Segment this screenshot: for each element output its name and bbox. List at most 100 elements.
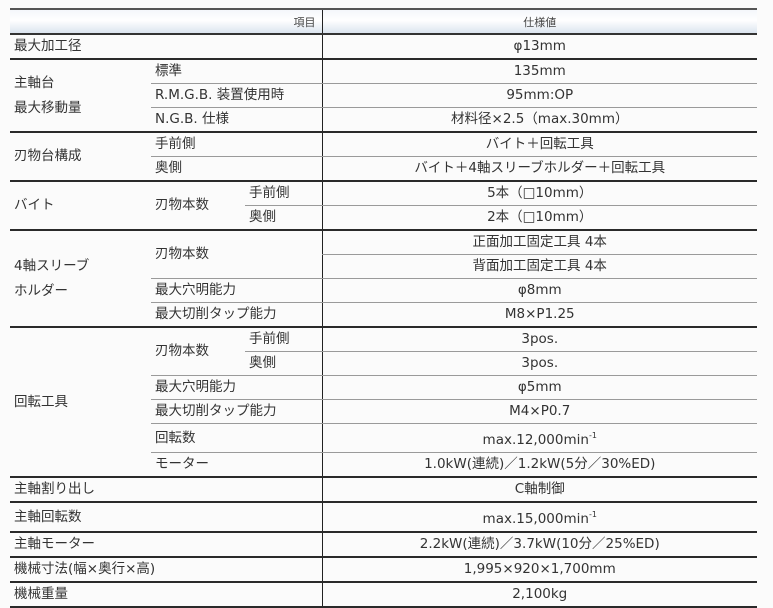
- spec-value: 2.2kW(連続)／3.7kW(10分／25%ED): [321, 532, 757, 558]
- table-row: 主軸割り出し C軸制御: [10, 477, 757, 503]
- group-label: 機械寸法(幅×奥行×高): [10, 557, 322, 583]
- label-text: 奥側: [155, 160, 182, 176]
- table-row: 主軸回転数 max.15,000min-1: [10, 502, 757, 533]
- spec-value: max.12,000min-1: [321, 423, 757, 453]
- table-row: 4軸スリーブ ホルダー 刃物本数 正面加工固定工具 4本: [10, 230, 757, 328]
- spec-value: 2本（□10mm）: [321, 205, 757, 231]
- superscript: -1: [588, 510, 597, 519]
- label-text: 手前側: [155, 136, 196, 152]
- spec-value: M4×P0.7: [321, 399, 757, 424]
- spec-value: 2,100kg: [321, 582, 757, 608]
- value-text: φ5mm: [517, 379, 562, 395]
- table-row: 刃物台構成 手前側 バイト＋回転工具: [10, 132, 757, 182]
- spec-value: 正面加工固定工具 4本: [321, 230, 757, 255]
- value-text: 2,100kg: [512, 586, 568, 602]
- sub-sub-label: 奥側: [245, 205, 322, 231]
- label-text: R.M.G.B. 装置使用時: [155, 87, 285, 103]
- sub-label: 刃物本数: [151, 230, 322, 279]
- label-text: バイト: [14, 197, 55, 213]
- table-row: N.G.B. 仕様 材料径×2.5（max.30mm）: [10, 107, 757, 133]
- spec-value: バイト＋4軸スリーブホルダー＋回転工具: [321, 156, 757, 182]
- value-text: M8×P1.25: [504, 306, 575, 322]
- header-row: 項目 仕様値: [10, 8, 757, 35]
- value-text: 材料径×2.5（max.30mm）: [451, 111, 629, 127]
- table-row: 回転数 max.12,000min-1: [10, 423, 757, 453]
- label-text: 最大切削タップ能力: [155, 306, 277, 322]
- sub-label: 刃物本数: [151, 181, 245, 231]
- superscript: -1: [588, 431, 597, 440]
- value-text: バイト＋4軸スリーブホルダー＋回転工具: [414, 160, 666, 176]
- sub-label: 手前側: [151, 132, 322, 157]
- value-text: φ13mm: [513, 38, 566, 54]
- table-row: 背面加工固定工具 4本: [10, 254, 757, 279]
- group-label: 最大加工径: [10, 34, 322, 60]
- spec-table: 項目 仕様値 最大加工径 φ13mm 主軸台 最大移動量 標準 135mm R.M.G.B…: [10, 8, 757, 608]
- table-row: 主軸台 最大移動量 標準 135mm: [10, 59, 757, 133]
- sub-label: 最大穴明能力: [151, 375, 322, 400]
- table-row: 機械寸法(幅×奥行×高) 1,995×920×1,700mm: [10, 557, 757, 583]
- value-text: 135mm: [513, 63, 566, 79]
- spec-value: M8×P1.25: [321, 302, 757, 328]
- group-label: 刃物台構成: [10, 132, 151, 182]
- label-text: 機械重量: [14, 586, 68, 602]
- spec-value: 3pos.: [321, 327, 757, 352]
- sub-label: 最大穴明能力: [151, 278, 322, 303]
- spec-value: φ5mm: [321, 375, 757, 400]
- label-text: 機械寸法(幅×奥行×高): [14, 561, 156, 577]
- group-label: バイト: [10, 181, 151, 231]
- label-text: 手前側: [249, 331, 290, 347]
- value-text: 3pos.: [521, 355, 559, 371]
- table-row: モーター 1.0kW(連続)／1.2kW(5分／30%ED): [10, 452, 757, 478]
- value-text: 3pos.: [521, 331, 559, 347]
- spec-value: 背面加工固定工具 4本: [321, 254, 757, 279]
- group-label: 主軸割り出し: [10, 477, 322, 503]
- header-item: 項目: [10, 8, 322, 35]
- spec-value: φ8mm: [321, 278, 757, 303]
- label-text: モーター: [155, 456, 209, 472]
- table-row: 奥側 3pos.: [10, 351, 757, 376]
- sub-label: モーター: [151, 452, 322, 478]
- value-text: 1.0kW(連続)／1.2kW(5分／30%ED): [424, 456, 656, 472]
- label-text: 4軸スリーブ ホルダー: [14, 257, 90, 299]
- spec-value: 1.0kW(連続)／1.2kW(5分／30%ED): [321, 452, 757, 478]
- label-text: 手前側: [249, 185, 290, 201]
- spec-value: φ13mm: [321, 34, 757, 60]
- table-row: 主軸モーター 2.2kW(連続)／3.7kW(10分／25%ED): [10, 532, 757, 558]
- spec-value: 3pos.: [321, 351, 757, 376]
- label-text: 回転工具: [14, 393, 68, 410]
- sub-sub-label: 手前側: [245, 181, 322, 206]
- table-row: 最大穴明能力 φ8mm: [10, 278, 757, 303]
- label-text: 主軸モーター: [14, 536, 95, 552]
- table-row: 回転工具 刃物本数 手前側 3pos.: [10, 327, 757, 478]
- value-text: 5本（□10mm）: [487, 185, 593, 201]
- value-text: 95mm:OP: [506, 87, 574, 103]
- spec-body: 最大加工径 φ13mm 主軸台 最大移動量 標準 135mm R.M.G.B. 装置使用時…: [10, 34, 757, 608]
- spec-value: C軸制御: [321, 477, 757, 503]
- label-text: 主軸台 最大移動量: [14, 74, 82, 116]
- label-text: 刃物本数: [155, 246, 209, 262]
- label-text: 最大穴明能力: [155, 379, 236, 395]
- sub-label: 回転数: [151, 423, 322, 453]
- label-text: 標準: [155, 63, 182, 79]
- table-row: 最大穴明能力 φ5mm: [10, 375, 757, 400]
- label-text: 奥側: [249, 355, 276, 371]
- group-label: 主軸台 最大移動量: [10, 59, 151, 133]
- table-row: バイト 刃物本数 手前側 5本（□10mm）: [10, 181, 757, 231]
- sub-label: 最大切削タップ能力: [151, 399, 322, 424]
- spec-value: バイト＋回転工具: [321, 132, 757, 157]
- table-row: 最大加工径 φ13mm: [10, 34, 757, 60]
- value-text: 1,995×920×1,700mm: [463, 561, 616, 577]
- label-text: 奥側: [249, 209, 276, 225]
- label-text: 刃物台構成: [14, 148, 82, 164]
- group-label: 4軸スリーブ ホルダー: [10, 230, 151, 328]
- table-row: 奥側 バイト＋4軸スリーブホルダー＋回転工具: [10, 156, 757, 182]
- value-text: max.15,000min: [482, 511, 589, 527]
- sub-label: N.G.B. 仕様: [151, 107, 322, 133]
- group-label: 機械重量: [10, 582, 322, 608]
- sub-label: 最大切削タップ能力: [151, 302, 322, 328]
- sub-label: 奥側: [151, 156, 322, 182]
- group-label: 主軸モーター: [10, 532, 322, 558]
- value-text: φ8mm: [517, 282, 562, 298]
- value-text: max.12,000min: [482, 432, 589, 448]
- value-text: C軸制御: [514, 481, 565, 497]
